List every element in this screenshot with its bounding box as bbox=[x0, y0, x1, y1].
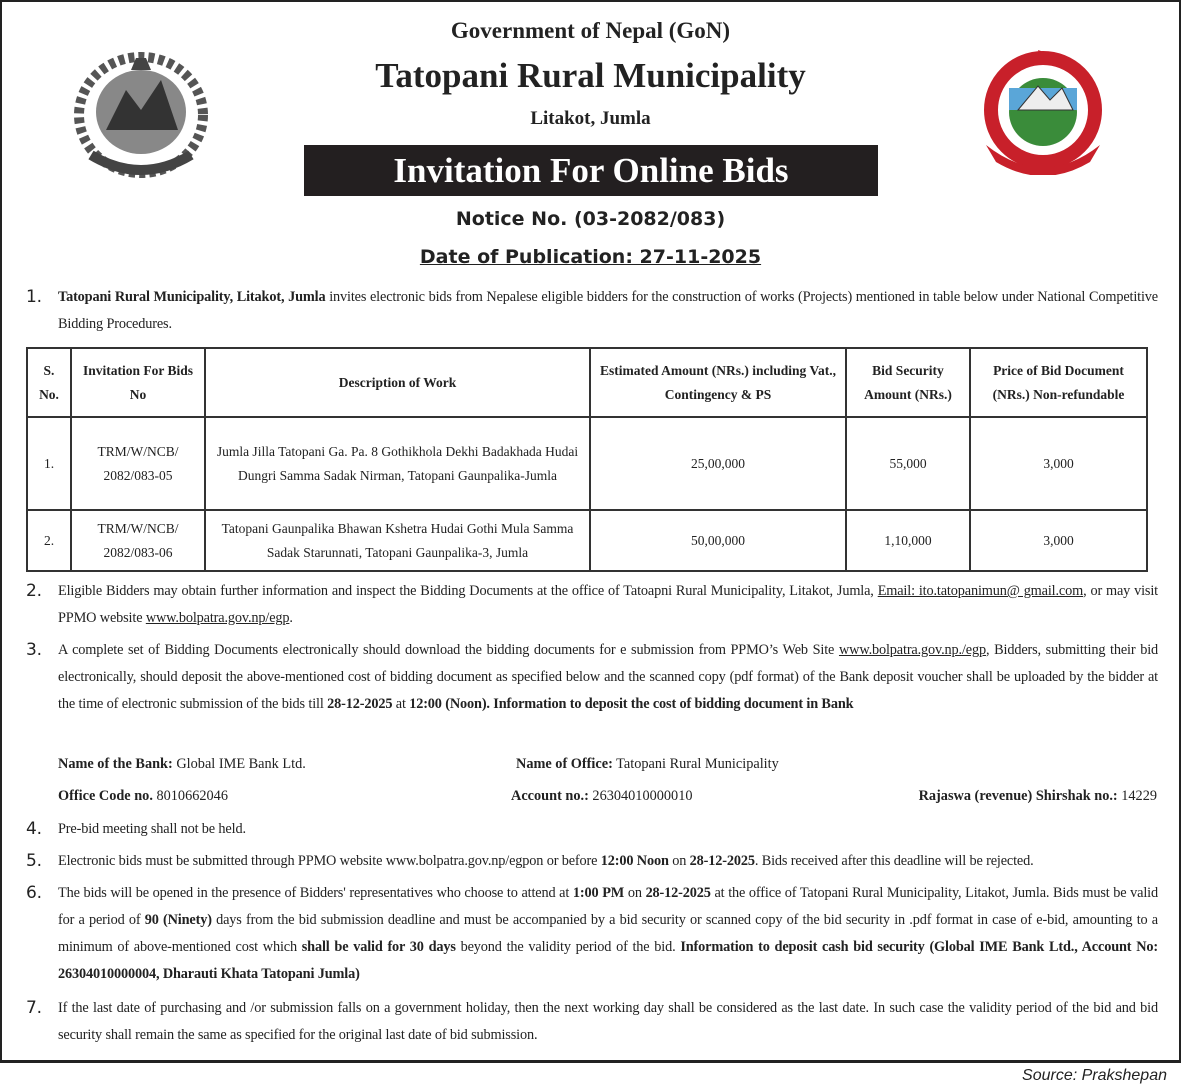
col-estimated-amount: Estimated Amount (NRs.) including Vat., … bbox=[589, 347, 847, 418]
municipality-logo bbox=[984, 50, 1102, 175]
clause-1: 1. Tatopani Rural Municipality, Litakot, … bbox=[26, 284, 1158, 338]
clause-number: 6. bbox=[26, 883, 42, 903]
source-credit: Source: Prakshepan bbox=[1022, 1067, 1167, 1084]
clause-text: 90 (Ninety) bbox=[144, 912, 212, 928]
cell-estimated-amount: 50,00,000 bbox=[589, 509, 847, 572]
office-name-label: Name of Office: bbox=[516, 756, 613, 772]
clause-text: , Bidders, submitting their bid electron… bbox=[58, 642, 1159, 712]
publication-date-text: Date of Publication: 27-11-2025 bbox=[419, 246, 762, 268]
cell-estimated-amount: 25,00,000 bbox=[589, 416, 847, 511]
clause-text: on bbox=[624, 885, 646, 901]
clause-text: 28-12-2025 bbox=[327, 696, 393, 712]
cell-sno: 1. bbox=[26, 416, 72, 511]
cell-bid-security: 1,10,000 bbox=[845, 509, 971, 572]
clause-text: , or may visit PPMO website bbox=[58, 583, 1158, 626]
clause-5: 5. Electronic bids must be submitted thro… bbox=[26, 848, 1158, 875]
clause-number: 2. bbox=[26, 581, 42, 601]
clause-text: at bbox=[392, 696, 410, 712]
account-no: Account no.: 26304010000010 bbox=[511, 788, 693, 805]
cell-doc-price: 3,000 bbox=[969, 509, 1148, 572]
account-no-label: Account no.: bbox=[511, 788, 589, 804]
office-code-value: 8010662046 bbox=[152, 788, 228, 804]
municipality-title: Tatopani Rural Municipality bbox=[375, 56, 806, 95]
account-no-value: 26304010000010 bbox=[588, 788, 693, 804]
office-name-value: Tatopani Rural Municipality bbox=[612, 756, 779, 772]
clause-number: 4. bbox=[26, 819, 42, 839]
link-text[interactable]: Email: ito.tatopanimun@ gmail.com bbox=[877, 583, 1084, 599]
table-row: 2. TRM/W/NCB/ 2082/083-06 Tatopani Gaunp… bbox=[26, 509, 1148, 572]
col-description: Description of Work bbox=[204, 347, 591, 418]
clause-4: 4. Pre-bid meeting shall not be held. bbox=[26, 816, 1158, 843]
office-code: Office Code no. 8010662046 bbox=[58, 788, 228, 805]
clause-text: If the last date of purchasing and /or s… bbox=[58, 1000, 1158, 1043]
link-text[interactable]: www.bolpatra.gov.np./egp bbox=[838, 642, 986, 658]
table-header-row: S. No. Invitation For Bids No Descriptio… bbox=[26, 347, 1148, 418]
notice-frame bbox=[0, 0, 1181, 1063]
notice-title-banner: Invitation For Online Bids bbox=[304, 145, 878, 196]
cell-sno: 2. bbox=[26, 509, 72, 572]
clause-3: 3. A complete set of Bidding Documents el… bbox=[26, 637, 1159, 718]
link-text[interactable]: www.bolpatra.gov.np/egp bbox=[145, 610, 290, 626]
clause-text: Tatopani Rural Municipality, Litakot, Ju… bbox=[58, 289, 326, 305]
col-doc-price: Price of Bid Document (NRs.) Non-refunda… bbox=[969, 347, 1148, 418]
clause-text: 28-12-2025 bbox=[689, 853, 755, 869]
clause-text: invites electronic bids from Nepalese el… bbox=[58, 289, 1158, 332]
clause-number: 7. bbox=[26, 998, 42, 1018]
cell-bid-no: TRM/W/NCB/ 2082/083-06 bbox=[70, 509, 206, 572]
clause-text: 12:00 Noon bbox=[600, 853, 669, 869]
clause-number: 1. bbox=[26, 287, 42, 307]
clause-text: . bbox=[289, 610, 293, 626]
bank-name-label: Name of the Bank: bbox=[58, 756, 173, 772]
rajaswa-value: 14229 bbox=[1117, 788, 1157, 804]
clause-text: beyond the validity period of the bid. bbox=[455, 939, 681, 955]
col-sno: S. No. bbox=[26, 347, 72, 418]
clause-text: 1:00 PM bbox=[572, 885, 625, 901]
clause-7: 7. If the last date of purchasing and /or… bbox=[26, 995, 1158, 1049]
cell-bid-security: 55,000 bbox=[845, 416, 971, 511]
clause-text: shall be valid for 30 days bbox=[301, 939, 456, 955]
clause-text: . Bids received after this deadline will… bbox=[754, 853, 1034, 869]
bids-table: S. No. Invitation For Bids No Descriptio… bbox=[26, 347, 1148, 572]
col-bid-no: Invitation For Bids No bbox=[70, 347, 206, 418]
clause-text: Pre-bid meeting shall not be held. bbox=[58, 821, 246, 837]
clause-text: at the office of Tatopani Rural Municipa… bbox=[58, 885, 1158, 928]
col-bid-security: Bid Security Amount (NRs.) bbox=[845, 347, 971, 418]
location: Litakot, Jumla bbox=[530, 108, 651, 129]
cell-bid-no: TRM/W/NCB/ 2082/083-05 bbox=[70, 416, 206, 511]
clause-6: 6. The bids will be opened in the presenc… bbox=[26, 880, 1158, 988]
clause-text: on bbox=[668, 853, 690, 869]
office-name: Name of Office: Tatopani Rural Municipal… bbox=[516, 756, 779, 773]
clause-text: 12:00 (Noon). Information to deposit the… bbox=[409, 696, 854, 712]
clause-number: 5. bbox=[26, 851, 42, 871]
cell-doc-price: 3,000 bbox=[969, 416, 1148, 511]
office-code-label: Office Code no. bbox=[58, 788, 153, 804]
clause-text: 28-12-2025 bbox=[645, 885, 711, 901]
clause-text: Information to deposit cash bid security… bbox=[58, 939, 1158, 982]
rajaswa-label: Rajaswa (revenue) Shirshak no.: bbox=[918, 788, 1118, 804]
table-row: 1. TRM/W/NCB/ 2082/083-05 Jumla Jilla Ta… bbox=[26, 416, 1148, 511]
clause-number: 3. bbox=[26, 640, 42, 660]
bank-name: Name of the Bank: Global IME Bank Ltd. bbox=[58, 756, 306, 773]
clause-text: days from the bid submission deadline an… bbox=[58, 912, 1158, 955]
notice-number: Notice No. (03-2082/083) bbox=[455, 208, 726, 230]
nepal-emblem-logo bbox=[74, 52, 208, 178]
clause-2: 2. Eligible Bidders may obtain further in… bbox=[26, 578, 1158, 632]
government-heading: Government of Nepal (GoN) bbox=[450, 18, 731, 43]
clause-text: Electronic bids must be submitted throug… bbox=[58, 853, 601, 869]
cell-description: Jumla Jilla Tatopani Ga. Pa. 8 Gothikhol… bbox=[204, 416, 591, 511]
clause-text: Eligible Bidders may obtain further info… bbox=[58, 583, 878, 599]
clause-text: A complete set of Bidding Documents elec… bbox=[58, 642, 839, 658]
clause-text: The bids will be opened in the presence … bbox=[58, 885, 573, 901]
rajaswa-shirshak: Rajaswa (revenue) Shirshak no.: 14229 bbox=[919, 788, 1157, 805]
bank-name-value: Global IME Bank Ltd. bbox=[172, 756, 306, 772]
cell-description: Tatopani Gaunpalika Bhawan Kshetra Hudai… bbox=[204, 509, 591, 572]
publication-date: Date of Publication: 27-11-2025 bbox=[0, 246, 1181, 268]
